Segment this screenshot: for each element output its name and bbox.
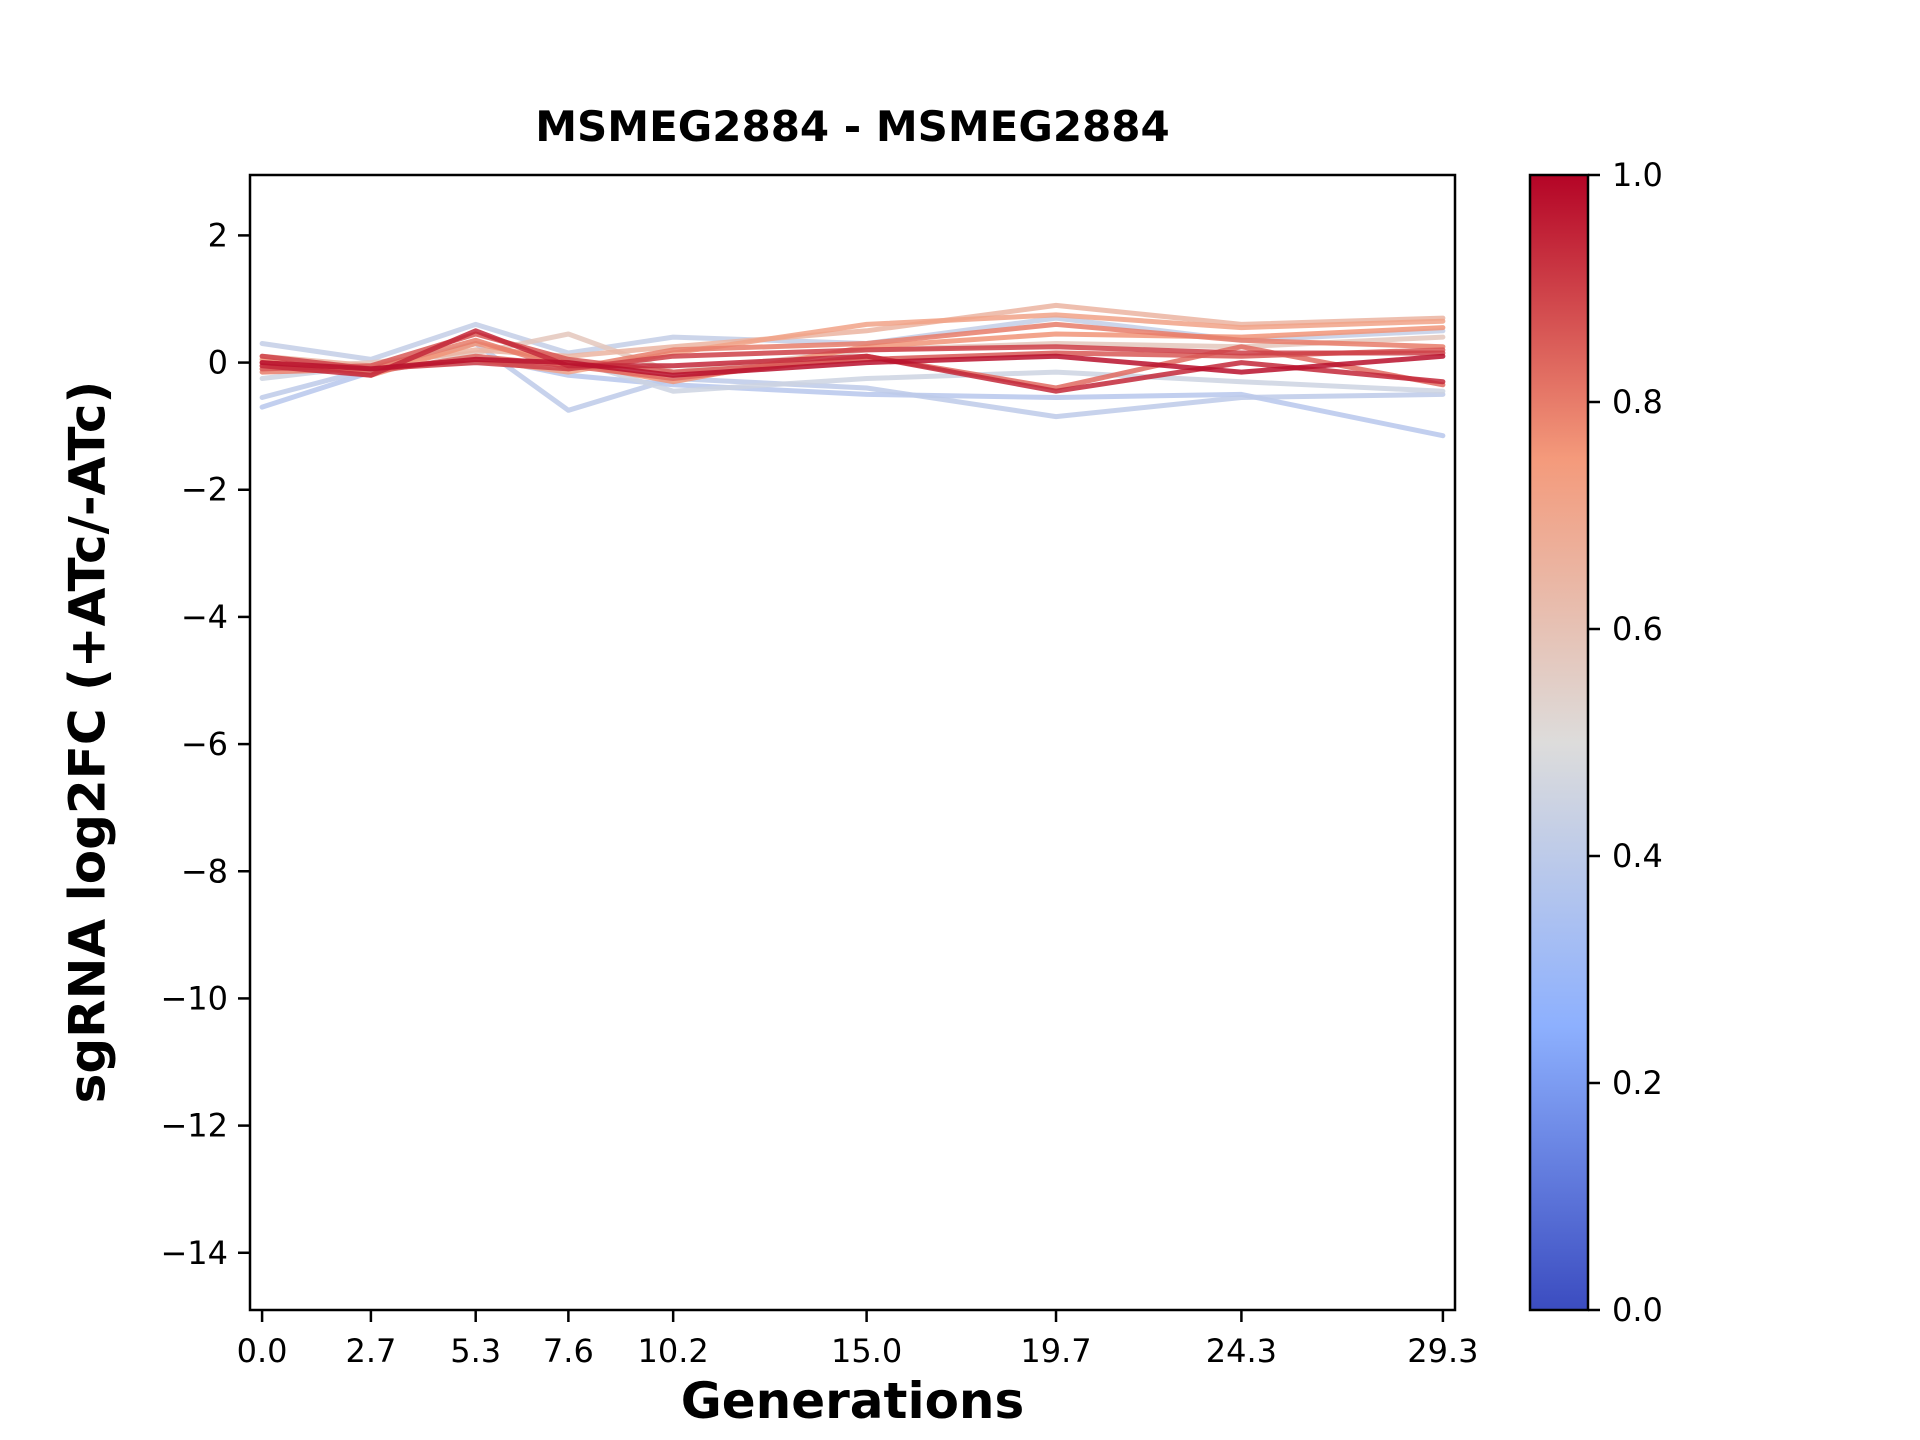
colorbar-tick-label: 0.8 (1612, 383, 1663, 421)
x-tick-label: 5.3 (450, 1332, 501, 1370)
y-tick-label: −2 (181, 471, 228, 509)
y-tick-label: 2 (208, 216, 228, 254)
colorbar-tick-label: 0.0 (1612, 1291, 1663, 1329)
y-tick-label: −8 (181, 852, 228, 890)
x-tick-label: 24.3 (1206, 1332, 1277, 1370)
colorbar-tick-label: 0.2 (1612, 1064, 1663, 1102)
x-axis-label: Generations (680, 1372, 1025, 1430)
colorbar (1528, 173, 1590, 1312)
y-axis-label: sgRNA log2FC (+ATc/-ATc) (58, 380, 117, 1104)
x-tick-label: 19.7 (1020, 1332, 1091, 1370)
x-tick-label: 29.3 (1407, 1332, 1478, 1370)
line-series-13 (259, 353, 1446, 378)
x-tick-label: 0.0 (237, 1332, 288, 1370)
line-series-12 (259, 328, 1446, 394)
chart-title: MSMEG2884 - MSMEG2884 (535, 102, 1170, 151)
y-tick-label: −10 (160, 979, 228, 1017)
x-tick-label: 7.6 (543, 1332, 594, 1370)
y-tick-label: −4 (181, 598, 228, 636)
y-tick-label: −6 (181, 725, 228, 763)
y-tick-label: 0 (208, 344, 228, 382)
x-tick-label: 2.7 (345, 1332, 396, 1370)
y-tick-label: −14 (160, 1234, 228, 1272)
line-series-group (259, 302, 1446, 439)
x-tick-label: 15.0 (831, 1332, 902, 1370)
colorbar-tick-label: 0.6 (1612, 610, 1663, 648)
x-tick-label: 10.2 (638, 1332, 709, 1370)
plot-area-border (248, 173, 1457, 1312)
y-tick-label: −12 (160, 1107, 228, 1145)
colorbar-tick-label: 0.4 (1612, 837, 1663, 875)
line-series-10 (259, 331, 1446, 375)
colorbar-tick-label: 1.0 (1612, 156, 1663, 194)
